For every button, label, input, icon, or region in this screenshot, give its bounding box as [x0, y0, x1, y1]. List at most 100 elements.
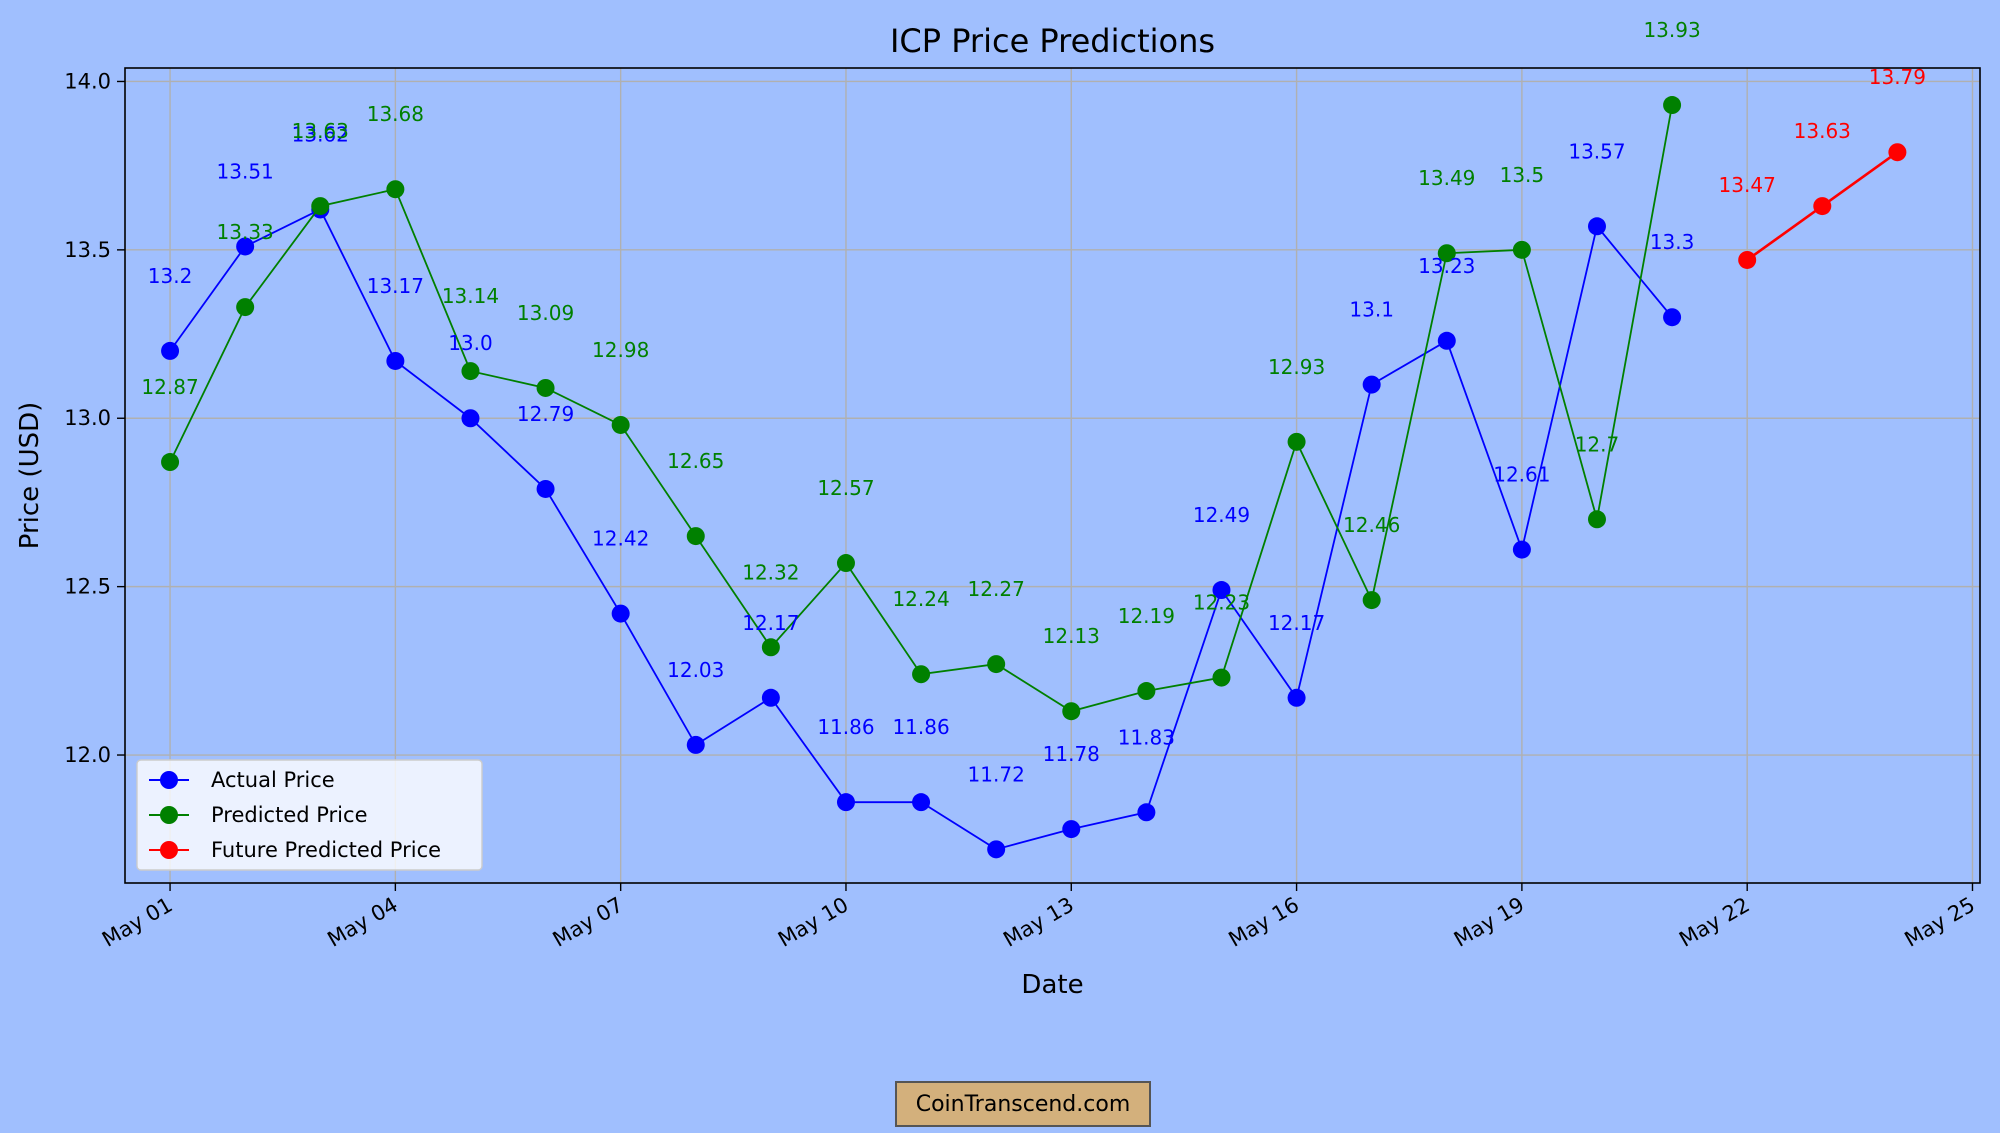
- data-point: [1437, 331, 1456, 350]
- data-label: 12.17: [742, 611, 799, 635]
- y-axis-label: Price (USD): [15, 402, 45, 550]
- y-tick-label: 13.0: [64, 406, 111, 430]
- data-point: [1512, 540, 1531, 559]
- data-label: 13.63: [292, 119, 349, 143]
- data-label: 12.61: [1493, 463, 1550, 487]
- data-label: 12.27: [968, 577, 1025, 601]
- data-point: [1512, 240, 1531, 259]
- data-label: 13.33: [217, 220, 274, 244]
- y-tick-label: 13.5: [64, 238, 111, 262]
- x-axis-label: Date: [1021, 970, 1083, 1000]
- series-layer: [161, 96, 1907, 859]
- data-point: [1738, 250, 1757, 269]
- data-label: 13.17: [367, 274, 424, 298]
- data-point: [536, 378, 555, 397]
- data-label: 12.13: [1043, 624, 1100, 648]
- data-label: 11.83: [1118, 725, 1175, 749]
- data-point: [761, 638, 780, 657]
- data-point: [686, 527, 705, 546]
- data-point: [1287, 688, 1306, 707]
- data-point: [1663, 308, 1682, 327]
- plot-area: [125, 68, 1980, 883]
- data-point: [536, 479, 555, 498]
- data-point: [686, 735, 705, 754]
- data-point: [836, 554, 855, 573]
- data-label: 12.49: [1193, 503, 1250, 527]
- data-label: 13.57: [1568, 139, 1625, 163]
- plot-frame: [124, 67, 1981, 884]
- data-label: 12.93: [1268, 355, 1325, 379]
- data-point: [1362, 591, 1381, 610]
- data-label: 13.62: [292, 122, 349, 146]
- data-label: 12.17: [1268, 611, 1325, 635]
- data-label: 11.86: [892, 715, 949, 739]
- data-point: [836, 793, 855, 812]
- data-label: 12.98: [592, 338, 649, 362]
- data-point: [1888, 143, 1907, 162]
- data-label: 13.79: [1869, 65, 1926, 89]
- legend-label: Actual Price: [211, 768, 335, 792]
- data-point: [611, 415, 630, 434]
- data-point: [1587, 510, 1606, 529]
- data-point: [1212, 581, 1231, 600]
- data-point: [236, 298, 255, 317]
- data-label: 13.1: [1349, 298, 1394, 322]
- data-label: 13.93: [1643, 18, 1700, 42]
- data-point: [987, 840, 1006, 859]
- data-label: 11.78: [1043, 742, 1100, 766]
- data-label: 12.23: [1193, 591, 1250, 615]
- data-label: 13.49: [1418, 166, 1475, 190]
- data-point: [161, 453, 180, 472]
- data-label: 11.86: [817, 715, 874, 739]
- data-labels: 13.2 13.51 13.62 13.17 13.0 12.79 12.42 12.03 12…: [141, 18, 1926, 786]
- data-point: [386, 351, 405, 370]
- chart-title: ICP Price Predictions: [890, 22, 1215, 60]
- data-label: 12.7: [1575, 432, 1620, 456]
- legend-box: [136, 759, 483, 871]
- data-point: [1137, 803, 1156, 822]
- data-label: 13.3: [1650, 230, 1695, 254]
- data-label: 13.68: [367, 102, 424, 126]
- data-label: 12.79: [517, 402, 574, 426]
- legend-swatch-marker: [160, 771, 178, 789]
- data-label: 13.23: [1418, 254, 1475, 278]
- data-point: [912, 793, 931, 812]
- y-tick-label: 14.0: [64, 69, 111, 93]
- data-label: 13.5: [1500, 163, 1545, 187]
- data-point: [1437, 244, 1456, 263]
- data-label: 13.09: [517, 301, 574, 325]
- data-label: 12.65: [667, 449, 724, 473]
- grid: [125, 68, 1980, 883]
- data-point: [1062, 702, 1081, 721]
- data-label: 13.51: [217, 159, 274, 183]
- data-label: 13.0: [448, 331, 493, 355]
- data-label: 12.03: [667, 658, 724, 682]
- data-point: [161, 341, 180, 360]
- data-point: [1587, 217, 1606, 236]
- data-label: 13.63: [1794, 119, 1851, 143]
- data-point: [1287, 432, 1306, 451]
- legend-label: Predicted Price: [211, 803, 368, 827]
- data-point: [1062, 820, 1081, 839]
- data-label: 13.14: [442, 284, 499, 308]
- watermark-badge: CoinTranscend.com: [895, 1081, 1151, 1127]
- data-point: [1212, 668, 1231, 687]
- data-point: [1362, 375, 1381, 394]
- y-tick-label: 12.0: [64, 743, 111, 767]
- data-point: [1663, 96, 1682, 115]
- data-label: 12.87: [141, 375, 198, 399]
- data-label: 11.72: [968, 762, 1025, 786]
- legend-label: Future Predicted Price: [211, 838, 441, 862]
- data-point: [611, 604, 630, 623]
- y-tick-label: 12.5: [64, 575, 111, 599]
- data-point: [987, 655, 1006, 674]
- legend-swatch-marker: [160, 841, 178, 859]
- data-label: 12.46: [1343, 513, 1400, 537]
- data-label: 13.2: [148, 264, 193, 288]
- data-point: [386, 180, 405, 199]
- data-point: [236, 237, 255, 256]
- data-label: 13.47: [1719, 173, 1776, 197]
- data-label: 12.32: [742, 560, 799, 584]
- legend-swatch-marker: [160, 806, 178, 824]
